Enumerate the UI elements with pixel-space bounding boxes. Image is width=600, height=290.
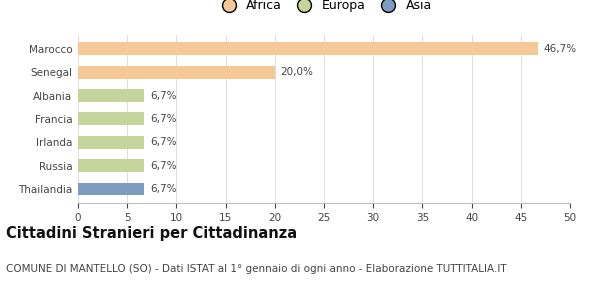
Bar [78, 89, 144, 102]
Text: 6,7%: 6,7% [150, 184, 176, 194]
Text: 6,7%: 6,7% [150, 114, 176, 124]
Text: 6,7%: 6,7% [150, 90, 176, 101]
Bar [78, 182, 144, 195]
Bar [78, 136, 144, 149]
Text: 46,7%: 46,7% [544, 44, 577, 54]
Text: COMUNE DI MANTELLO (SO) - Dati ISTAT al 1° gennaio di ogni anno - Elaborazione T: COMUNE DI MANTELLO (SO) - Dati ISTAT al … [6, 264, 506, 274]
Bar [78, 42, 538, 55]
Bar [78, 113, 144, 125]
Bar [78, 66, 275, 79]
Legend: Africa, Europa, Asia: Africa, Europa, Asia [211, 0, 437, 17]
Text: 6,7%: 6,7% [150, 161, 176, 171]
Text: 20,0%: 20,0% [281, 67, 314, 77]
Bar [78, 159, 144, 172]
Text: Cittadini Stranieri per Cittadinanza: Cittadini Stranieri per Cittadinanza [6, 226, 297, 241]
Text: 6,7%: 6,7% [150, 137, 176, 147]
